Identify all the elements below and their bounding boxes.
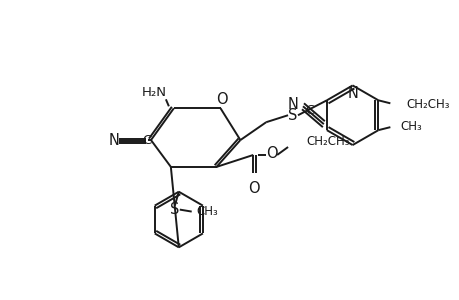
- Text: O: O: [215, 92, 227, 107]
- Text: N: N: [347, 86, 357, 101]
- Text: S: S: [288, 108, 297, 123]
- Text: N: N: [287, 97, 298, 112]
- Text: CH₂CH₃: CH₂CH₃: [405, 98, 449, 111]
- Text: N: N: [109, 133, 119, 148]
- Text: S: S: [170, 202, 179, 217]
- Text: CH₃: CH₃: [196, 205, 218, 218]
- Text: O: O: [248, 181, 259, 196]
- Text: H₂N: H₂N: [141, 86, 166, 99]
- Text: C: C: [142, 134, 151, 147]
- Text: C: C: [304, 104, 313, 117]
- Text: CH₃: CH₃: [399, 120, 421, 133]
- Text: CH₂CH₃: CH₂CH₃: [305, 135, 349, 148]
- Text: O: O: [266, 146, 277, 161]
